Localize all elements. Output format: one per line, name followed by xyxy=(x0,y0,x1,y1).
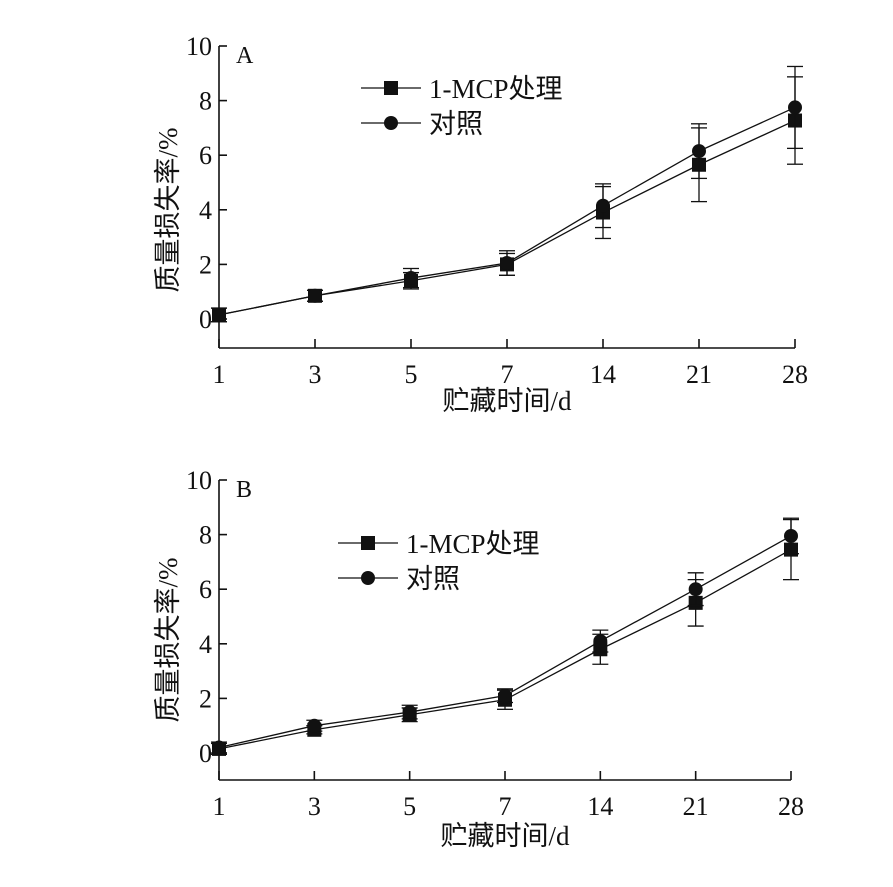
data-point-circle xyxy=(307,718,322,733)
series-line xyxy=(218,549,792,750)
x-tick-label: 21 xyxy=(683,792,709,821)
x-tick-label: 1 xyxy=(213,792,226,821)
x-tick-label: 28 xyxy=(778,792,804,821)
x-axis-label: 贮藏时间/d xyxy=(440,821,570,851)
y-axis-label: 质量损失率/% xyxy=(153,128,183,293)
y-tick-label: 0 xyxy=(199,305,212,334)
legend-marker-circle xyxy=(361,571,375,585)
data-point-circle xyxy=(212,307,226,322)
x-tick-label: 7 xyxy=(501,360,514,389)
x-tick-label: 21 xyxy=(686,360,712,389)
series-circle xyxy=(211,517,799,755)
y-tick-label: 6 xyxy=(199,141,212,170)
legend-item: 对照 xyxy=(338,564,460,594)
data-point-circle xyxy=(593,634,608,649)
panel-label: A xyxy=(236,43,254,69)
y-tick-label: 10 xyxy=(186,32,212,61)
legend-label: 对照 xyxy=(406,564,460,594)
legend-item: 1-MCP处理 xyxy=(361,74,563,104)
x-tick-label: 1 xyxy=(213,360,226,389)
legend-label: 对照 xyxy=(429,109,483,139)
data-point-circle xyxy=(784,528,798,543)
panel-label: B xyxy=(236,477,252,503)
legend-marker-square xyxy=(361,536,375,550)
data-point-circle xyxy=(308,288,322,303)
x-tick-label: 3 xyxy=(309,360,322,389)
legend-marker-square xyxy=(384,81,398,95)
y-tick-label: 4 xyxy=(199,196,212,225)
x-tick-label: 7 xyxy=(499,792,512,821)
series-line xyxy=(218,535,792,749)
series-square xyxy=(211,76,803,323)
y-tick-label: 4 xyxy=(199,630,212,659)
x-tick-label: 14 xyxy=(587,792,613,821)
x-tick-label: 14 xyxy=(590,360,616,389)
x-tick-label: 28 xyxy=(782,360,808,389)
y-tick-label: 6 xyxy=(199,575,212,604)
series-line xyxy=(218,119,796,316)
data-point-circle xyxy=(692,144,706,159)
data-point-circle xyxy=(788,100,802,115)
legend-item: 1-MCP处理 xyxy=(338,529,540,559)
y-tick-label: 2 xyxy=(199,684,212,713)
legend-marker-circle xyxy=(384,116,398,130)
legend-label: 1-MCP处理 xyxy=(429,74,563,104)
y-tick-label: 0 xyxy=(199,739,212,768)
data-point-circle xyxy=(500,256,514,271)
y-tick-label: 8 xyxy=(199,87,212,116)
legend-item: 对照 xyxy=(361,109,483,139)
legend-label: 1-MCP处理 xyxy=(406,529,540,559)
x-tick-label: 5 xyxy=(405,360,418,389)
data-point-circle xyxy=(688,582,703,597)
x-tick-label: 3 xyxy=(308,792,321,821)
y-tick-label: 8 xyxy=(199,521,212,550)
data-point-circle xyxy=(596,198,610,213)
data-point-circle xyxy=(498,688,512,703)
data-point-circle xyxy=(212,740,226,755)
x-axis-label: 贮藏时间/d xyxy=(442,386,572,416)
y-axis-label: 质量损失率/% xyxy=(153,558,183,723)
y-tick-label: 2 xyxy=(199,250,212,279)
series-line xyxy=(218,106,796,316)
data-point-circle xyxy=(404,271,418,286)
data-point-circle xyxy=(402,705,417,720)
y-tick-label: 10 xyxy=(186,466,212,495)
series-circle xyxy=(211,65,803,323)
x-tick-label: 5 xyxy=(403,792,416,821)
